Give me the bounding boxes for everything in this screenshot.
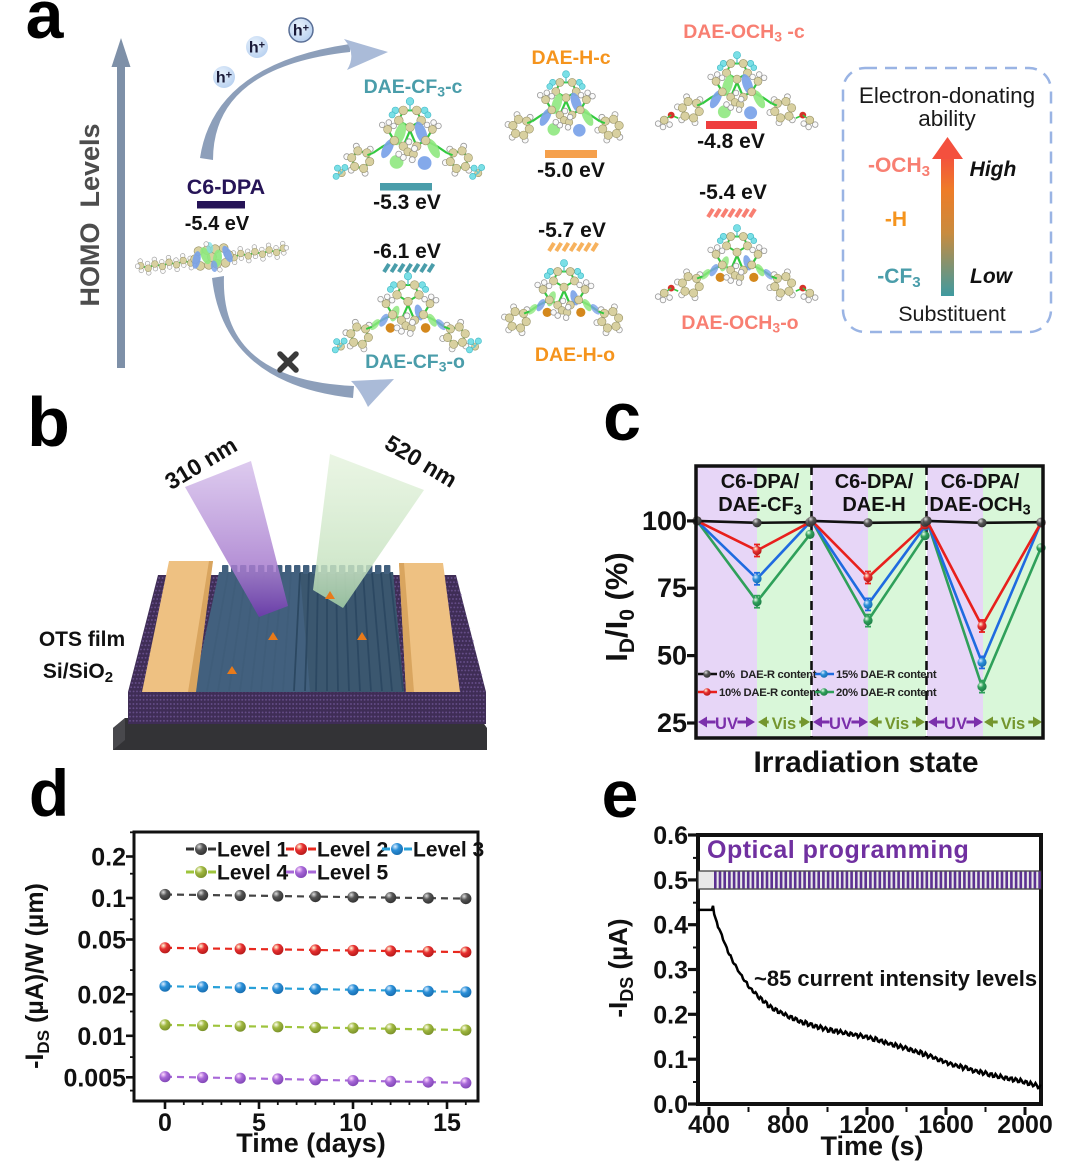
svg-text:0.02: 0.02 [77, 981, 126, 1009]
svg-text:-H: -H [885, 208, 907, 231]
svg-text:C6-DPA/: C6-DPA/ [835, 471, 914, 493]
svg-text:1600: 1600 [918, 1111, 974, 1139]
svg-text:50: 50 [657, 641, 687, 671]
svg-text:-OCH3: -OCH3 [868, 154, 930, 180]
svg-text:UV: UV [715, 715, 738, 733]
svg-text:-CF3: -CF3 [877, 265, 920, 291]
svg-text:800: 800 [767, 1111, 809, 1139]
svg-text:1200: 1200 [839, 1111, 895, 1139]
svg-text:C6-DPA/: C6-DPA/ [941, 471, 1020, 493]
svg-text:DAE-H-c: DAE-H-c [531, 47, 610, 69]
svg-text:Level 4: Level 4 [217, 862, 289, 885]
svg-text:DAE-H: DAE-H [842, 494, 905, 516]
svg-text:0.2: 0.2 [91, 844, 126, 872]
svg-text:Time (s): Time (s) [820, 1131, 923, 1161]
svg-text:DAE-H-o: DAE-H-o [535, 344, 615, 366]
svg-text:DAE-OCH3: DAE-OCH3 [929, 494, 1030, 519]
svg-text:Vis: Vis [1001, 715, 1025, 733]
svg-text:0% DAE-R content: 0% DAE-R content [719, 669, 817, 681]
svg-text:Irradiation state: Irradiation state [753, 746, 978, 779]
svg-text:20% DAE-R content: 20% DAE-R content [836, 687, 937, 699]
svg-text:0.01: 0.01 [77, 1023, 126, 1051]
svg-text:C6-DPA: C6-DPA [187, 175, 265, 199]
svg-text:DAE-CF3-o: DAE-CF3-o [365, 351, 465, 375]
svg-text:a: a [26, 0, 65, 53]
svg-text:-5.0 eV: -5.0 eV [537, 159, 605, 182]
svg-text:-4.8 eV: -4.8 eV [697, 130, 765, 153]
svg-text:-IDS (µA)/W (µm): -IDS (µA)/W (µm) [21, 883, 53, 1069]
svg-text:0: 0 [158, 1109, 172, 1137]
svg-text:Optical programming: Optical programming [707, 836, 969, 864]
svg-text:0.0: 0.0 [653, 1091, 688, 1119]
svg-text:15% DAE-R content: 15% DAE-R content [836, 669, 937, 681]
svg-text:-5.7 eV: -5.7 eV [538, 219, 606, 242]
svg-text:Level 5: Level 5 [317, 862, 389, 885]
svg-text:25: 25 [657, 708, 687, 738]
svg-text:c: c [603, 379, 641, 455]
svg-text:2000: 2000 [997, 1111, 1053, 1139]
svg-text:10: 10 [339, 1109, 367, 1137]
svg-text:~85 current intensity levels: ~85 current intensity levels [754, 966, 1037, 991]
svg-text:15: 15 [433, 1109, 461, 1137]
svg-text:-5.3 eV: -5.3 eV [373, 191, 441, 214]
svg-text:5: 5 [252, 1109, 266, 1137]
svg-text:0.6: 0.6 [653, 822, 688, 850]
svg-text:-5.4 eV: -5.4 eV [185, 213, 250, 235]
svg-text:0.005: 0.005 [63, 1064, 126, 1092]
svg-text:10% DAE-R content: 10% DAE-R content [719, 687, 820, 699]
svg-text:100: 100 [642, 506, 687, 536]
svg-text:Level 1: Level 1 [217, 839, 289, 862]
svg-text:C6-DPA/: C6-DPA/ [721, 471, 800, 493]
svg-text:75: 75 [657, 573, 687, 603]
svg-text:High: High [970, 158, 1017, 181]
svg-text:UV: UV [829, 715, 852, 733]
svg-text:Level 3: Level 3 [413, 839, 484, 862]
svg-text:0.05: 0.05 [77, 927, 126, 955]
svg-text:Vis: Vis [885, 715, 909, 733]
svg-text:DAE-CF3-c: DAE-CF3-c [364, 76, 463, 100]
svg-text:UV: UV [944, 715, 967, 733]
svg-text:b: b [27, 383, 70, 461]
svg-text:Si/SiO2: Si/SiO2 [43, 660, 113, 686]
svg-text:HOMO Levels: HOMO Levels [75, 123, 105, 306]
svg-text:Low: Low [970, 265, 1014, 288]
svg-text:0.1: 0.1 [91, 885, 126, 913]
svg-text:-5.4 eV: -5.4 eV [699, 181, 767, 204]
svg-text:OTS film: OTS film [39, 628, 125, 651]
svg-text:Vis: Vis [772, 715, 796, 733]
svg-text:400: 400 [688, 1111, 730, 1139]
svg-text:e: e [602, 757, 639, 831]
svg-text:DAE-OCH3 -c: DAE-OCH3 -c [683, 21, 805, 45]
svg-text:0.2: 0.2 [653, 1001, 688, 1029]
svg-text:DAE-CF3: DAE-CF3 [718, 494, 802, 519]
svg-text:0.1: 0.1 [653, 1046, 688, 1074]
svg-text:ability: ability [918, 106, 976, 131]
svg-text:Electron-donating: Electron-donating [859, 83, 1035, 108]
svg-text:-6.1 eV: -6.1 eV [373, 240, 441, 263]
svg-text:d: d [29, 756, 69, 830]
svg-text:0.4: 0.4 [653, 912, 688, 940]
svg-text:0.3: 0.3 [653, 957, 688, 985]
svg-text:DAE-OCH3-o: DAE-OCH3-o [681, 312, 798, 336]
svg-text:Level 2: Level 2 [317, 839, 388, 862]
svg-text:Time (days): Time (days) [236, 1128, 386, 1158]
svg-text:Substituent: Substituent [898, 302, 1006, 326]
svg-text:0.5: 0.5 [653, 867, 688, 895]
svg-text:-IDS (µA): -IDS (µA) [603, 918, 637, 1017]
